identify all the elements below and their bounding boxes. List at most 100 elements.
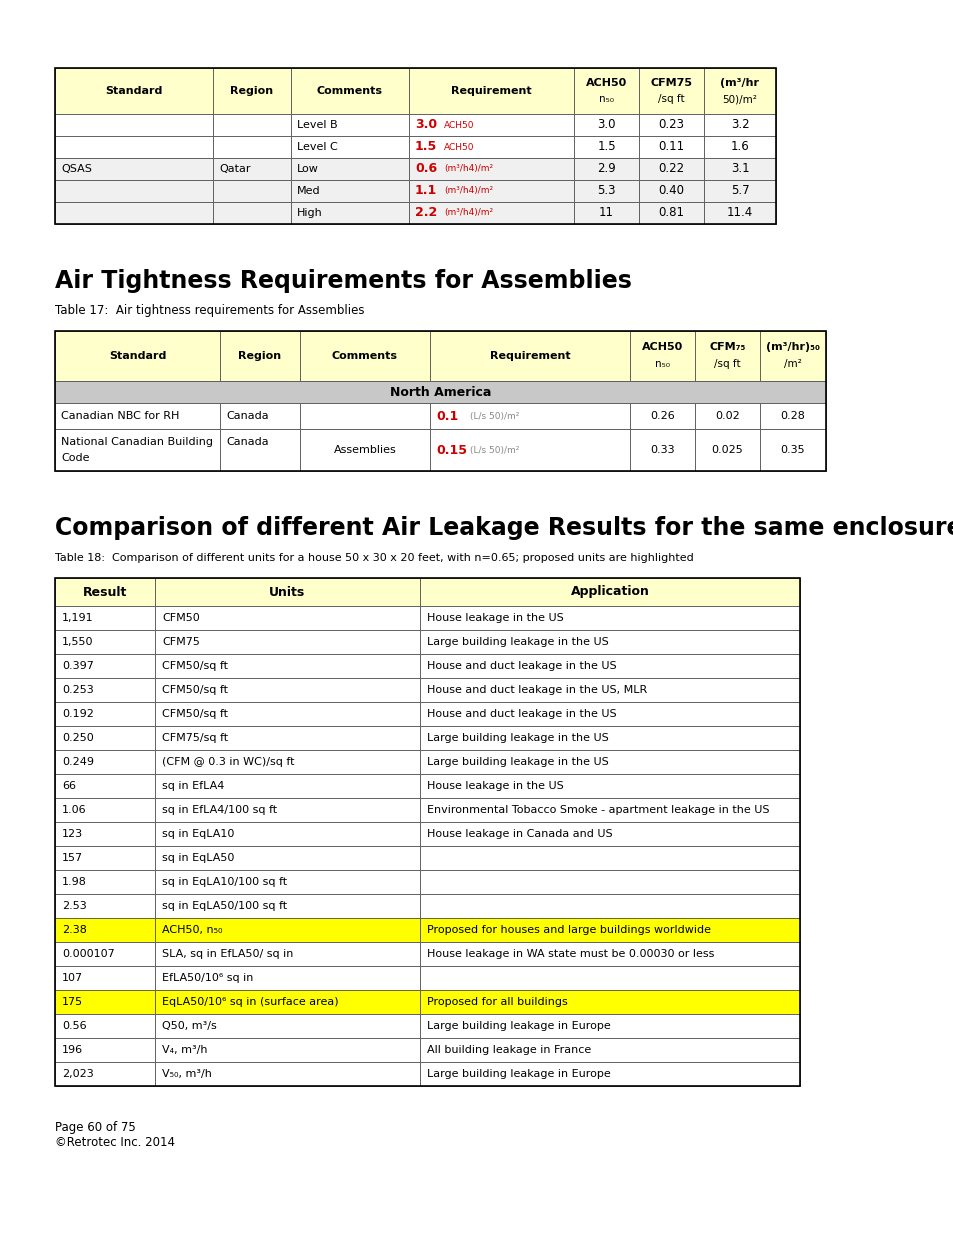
Text: 0.11: 0.11: [658, 141, 684, 153]
Text: House leakage in the US: House leakage in the US: [427, 613, 563, 622]
Text: ACH50: ACH50: [443, 121, 474, 130]
Bar: [703, 68, 775, 114]
Text: Table 18:  Comparison of different units for a house 50 x 30 x 20 feet, with n=0: Table 18: Comparison of different units …: [55, 553, 693, 563]
Text: Result: Result: [83, 585, 127, 599]
Text: 1.06: 1.06: [62, 805, 87, 815]
Text: 11: 11: [598, 206, 614, 220]
Bar: [419, 894, 800, 918]
Text: 0.15: 0.15: [436, 443, 467, 457]
Bar: [409, 180, 574, 203]
Bar: [695, 331, 760, 382]
Text: All building leakage in France: All building leakage in France: [427, 1045, 591, 1055]
Text: SLA, sq in EfLA50/ sq in: SLA, sq in EfLA50/ sq in: [162, 948, 294, 960]
Text: (CFM @ 0.3 in WC)/sq ft: (CFM @ 0.3 in WC)/sq ft: [162, 757, 294, 767]
Text: 0.26: 0.26: [649, 411, 674, 421]
Text: 107: 107: [62, 973, 83, 983]
Text: Proposed for houses and large buildings worldwide: Proposed for houses and large buildings …: [427, 925, 710, 935]
Bar: [430, 403, 629, 429]
Text: /m²: /m²: [783, 359, 801, 369]
Text: sq in EqLA50/100 sq ft: sq in EqLA50/100 sq ft: [162, 902, 287, 911]
Text: 0.025: 0.025: [711, 445, 742, 454]
Text: Region: Region: [238, 351, 281, 361]
Text: Standard: Standard: [105, 86, 163, 96]
Text: 50)/m²: 50)/m²: [721, 94, 757, 104]
Bar: [639, 114, 703, 136]
Text: Table 17:  Air tightness requirements for Assemblies: Table 17: Air tightness requirements for…: [55, 304, 364, 317]
Text: 0.22: 0.22: [658, 163, 684, 175]
Bar: [409, 158, 574, 180]
Text: 0.28: 0.28: [780, 411, 804, 421]
Bar: [639, 203, 703, 224]
Bar: [154, 726, 419, 750]
Text: sq in EfLA4/100 sq ft: sq in EfLA4/100 sq ft: [162, 805, 276, 815]
Text: Large building leakage in the US: Large building leakage in the US: [427, 757, 608, 767]
Text: CFM50: CFM50: [162, 613, 199, 622]
Text: QSAS: QSAS: [61, 164, 91, 174]
Text: CFM50/sq ft: CFM50/sq ft: [162, 709, 228, 719]
Text: 2.2: 2.2: [415, 206, 436, 220]
Bar: [55, 429, 220, 471]
Text: 1.6: 1.6: [730, 141, 749, 153]
Text: sq in EfLA4: sq in EfLA4: [162, 781, 224, 790]
Bar: [419, 655, 800, 678]
Bar: [760, 331, 825, 382]
Bar: [639, 158, 703, 180]
Text: CFM50/sq ft: CFM50/sq ft: [162, 661, 228, 671]
Bar: [154, 846, 419, 869]
Bar: [430, 429, 629, 471]
Bar: [220, 403, 299, 429]
Text: 2,023: 2,023: [62, 1070, 93, 1079]
Text: 66: 66: [62, 781, 76, 790]
Text: 0.02: 0.02: [715, 411, 740, 421]
Bar: [419, 990, 800, 1014]
Bar: [55, 68, 213, 114]
Text: 3.1: 3.1: [730, 163, 748, 175]
Bar: [419, 966, 800, 990]
Text: Q50, m³/s: Q50, m³/s: [162, 1021, 216, 1031]
Text: Units: Units: [269, 585, 305, 599]
Bar: [703, 180, 775, 203]
Text: 5.7: 5.7: [730, 184, 748, 198]
Bar: [213, 180, 291, 203]
Bar: [419, 726, 800, 750]
Text: (m³/h4)/m²: (m³/h4)/m²: [443, 164, 493, 173]
Bar: [154, 701, 419, 726]
Text: Canada: Canada: [226, 437, 269, 447]
Text: EfLA50/10⁶ sq in: EfLA50/10⁶ sq in: [162, 973, 253, 983]
Text: ACH50: ACH50: [585, 78, 626, 88]
Text: Comments: Comments: [316, 86, 382, 96]
Bar: [291, 136, 409, 158]
Bar: [154, 750, 419, 774]
Text: Page 60 of 75
©Retrotec Inc. 2014: Page 60 of 75 ©Retrotec Inc. 2014: [55, 1121, 174, 1149]
Text: V₄, m³/h: V₄, m³/h: [162, 1045, 208, 1055]
Bar: [409, 114, 574, 136]
Bar: [55, 990, 154, 1014]
Bar: [55, 750, 154, 774]
Text: 0.6: 0.6: [415, 163, 436, 175]
Bar: [55, 846, 154, 869]
Text: 0.000107: 0.000107: [62, 948, 114, 960]
Bar: [291, 158, 409, 180]
Bar: [154, 918, 419, 942]
Bar: [220, 429, 299, 471]
Bar: [55, 894, 154, 918]
Text: Comments: Comments: [332, 351, 397, 361]
Bar: [213, 68, 291, 114]
Bar: [639, 68, 703, 114]
Bar: [55, 606, 154, 630]
Text: Large building leakage in Europe: Large building leakage in Europe: [427, 1070, 610, 1079]
Bar: [154, 823, 419, 846]
Text: Code: Code: [61, 453, 90, 463]
Text: n₅₀: n₅₀: [598, 94, 614, 104]
Text: Level B: Level B: [296, 120, 337, 130]
Text: /sq ft: /sq ft: [658, 94, 684, 104]
Bar: [419, 606, 800, 630]
Bar: [154, 578, 419, 606]
Text: 0.33: 0.33: [650, 445, 674, 454]
Bar: [55, 655, 154, 678]
Text: CFM50/sq ft: CFM50/sq ft: [162, 685, 228, 695]
Bar: [419, 701, 800, 726]
Text: sq in EqLA10/100 sq ft: sq in EqLA10/100 sq ft: [162, 877, 287, 887]
Bar: [419, 774, 800, 798]
Text: House and duct leakage in the US: House and duct leakage in the US: [427, 709, 616, 719]
